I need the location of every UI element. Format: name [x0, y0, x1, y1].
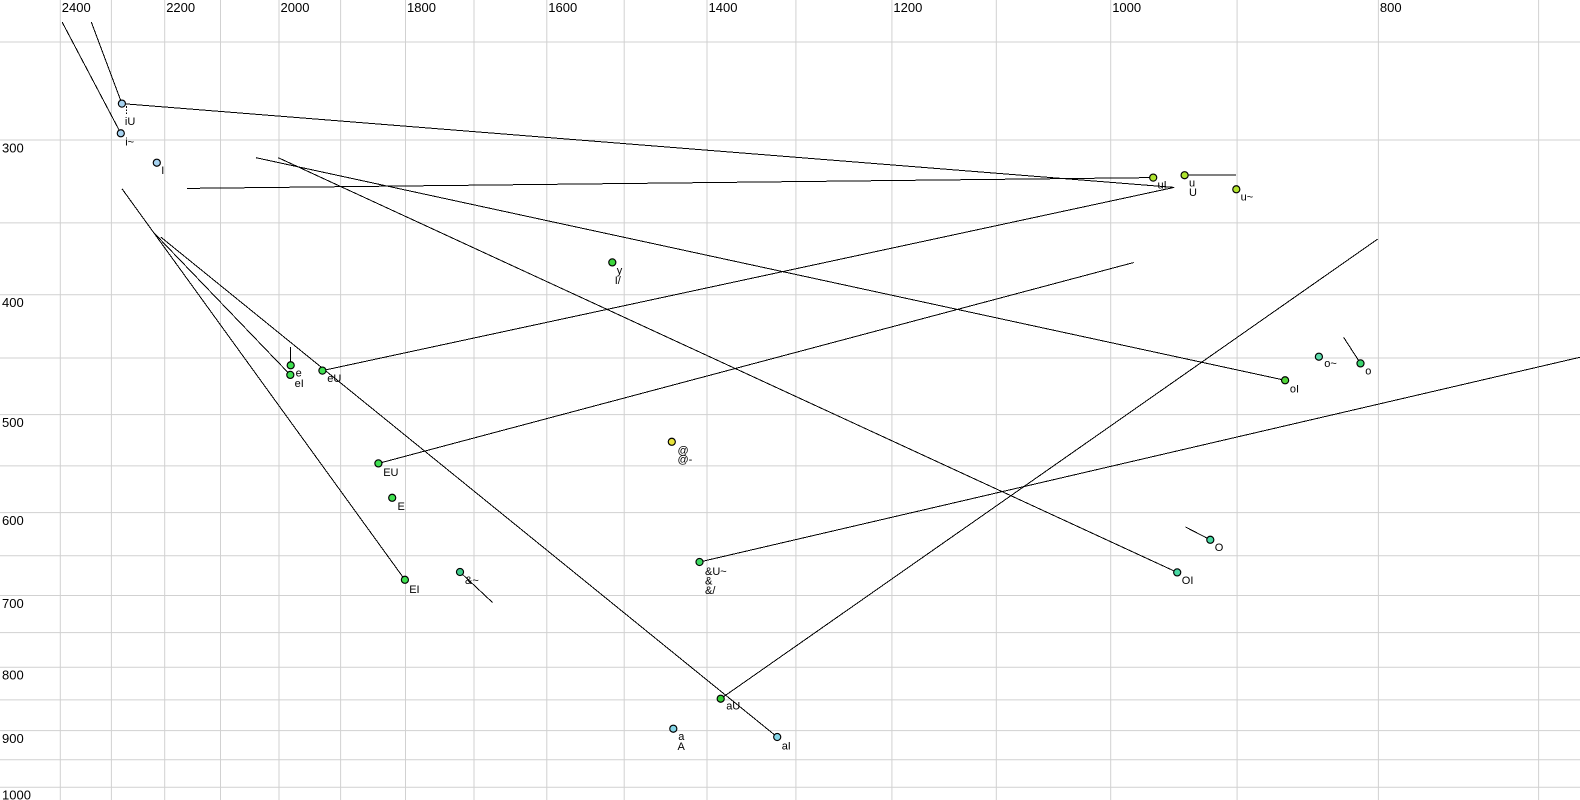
svg-text:E: E [398, 501, 405, 513]
svg-text:600: 600 [2, 513, 24, 528]
svg-text:1600: 1600 [548, 0, 577, 15]
svg-text:u~: u~ [1241, 191, 1254, 203]
svg-text:2000: 2000 [281, 0, 310, 15]
svg-text:aI: aI [782, 741, 791, 753]
svg-text:eU: eU [327, 373, 341, 385]
svg-text:800: 800 [2, 668, 24, 683]
svg-text:a: a [678, 731, 685, 743]
svg-text:e: e [296, 368, 302, 380]
svg-text:400: 400 [2, 295, 24, 310]
svg-text:U: U [1189, 187, 1197, 199]
svg-text:oI: oI [1290, 383, 1299, 395]
svg-text:&: & [705, 576, 713, 588]
svg-text:300: 300 [2, 140, 24, 155]
svg-text:1800: 1800 [407, 0, 436, 15]
svg-text:1000: 1000 [2, 788, 31, 800]
svg-text:u: u [1189, 178, 1195, 190]
svg-text:500: 500 [2, 415, 24, 430]
svg-text:aU: aU [726, 701, 740, 713]
svg-text:eI: eI [295, 378, 304, 390]
svg-text:1200: 1200 [893, 0, 922, 15]
svg-text:A: A [678, 741, 686, 753]
svg-text:900: 900 [2, 731, 24, 746]
svg-text:&/: &/ [705, 585, 716, 597]
svg-text:iU: iU [125, 116, 135, 128]
svg-text:y: y [617, 265, 623, 277]
svg-text:1400: 1400 [709, 0, 738, 15]
svg-text:uI: uI [1158, 180, 1167, 192]
svg-text:OI: OI [1182, 575, 1194, 587]
svg-text:EU: EU [383, 467, 398, 479]
svg-text:EI: EI [409, 584, 419, 596]
svg-text:2400: 2400 [62, 0, 91, 15]
svg-text:1000: 1000 [1112, 0, 1141, 15]
svg-text:o~: o~ [1324, 358, 1337, 370]
svg-text:&U~: &U~ [705, 566, 727, 578]
svg-text:I/: I/ [615, 275, 622, 287]
svg-text:700: 700 [2, 596, 24, 611]
svg-text:i~: i~ [125, 136, 134, 148]
svg-text:&~: &~ [465, 575, 479, 587]
svg-text:o: o [1365, 365, 1371, 377]
svg-text:2200: 2200 [166, 0, 195, 15]
svg-text:800: 800 [1380, 0, 1402, 15]
svg-text:I: I [161, 165, 164, 177]
svg-text:@-: @- [678, 454, 693, 466]
svg-text:O: O [1215, 542, 1224, 554]
svg-text:@: @ [678, 445, 689, 457]
